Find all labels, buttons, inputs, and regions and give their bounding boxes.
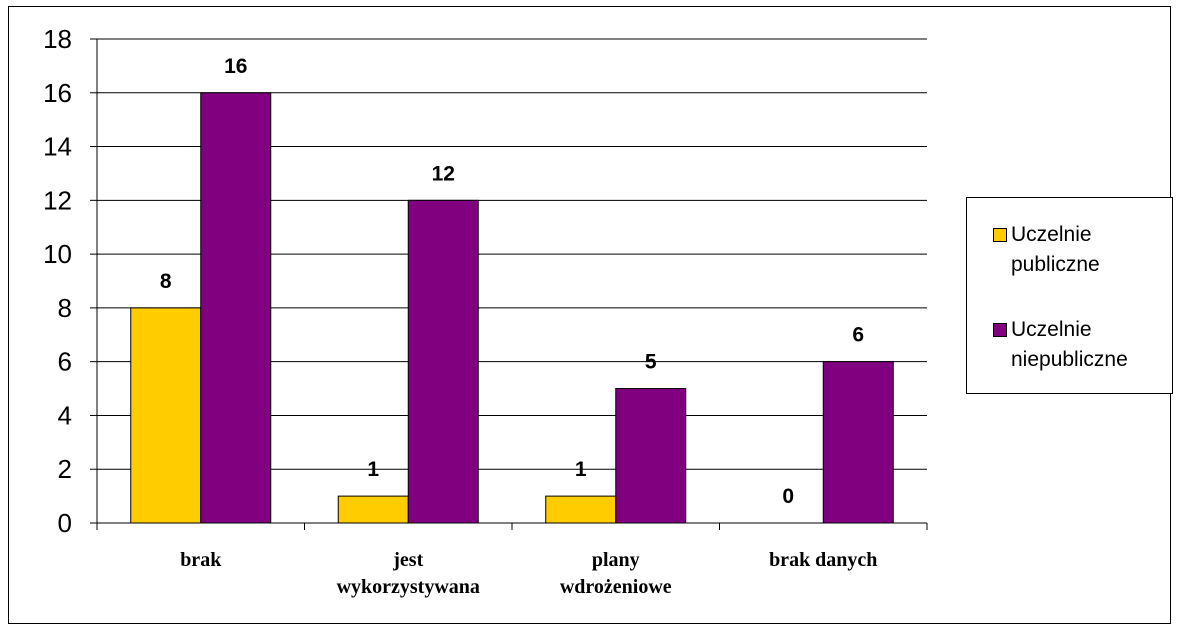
data-label-s0-c3: 0 xyxy=(782,485,794,508)
data-label-s0-c0: 8 xyxy=(160,270,172,293)
bar-s0-c2 xyxy=(545,495,617,524)
legend-label-niepubliczne: Uczelnie niepubliczne xyxy=(1011,315,1161,375)
y-tick-label-16: 16 xyxy=(43,78,72,108)
legend-label-publiczne-line2: publiczne xyxy=(1011,253,1100,276)
y-tick-label-4: 4 xyxy=(58,400,72,430)
category-labels: brak jest wykorzystywana plany wdrożeniowe br… xyxy=(180,549,877,598)
data-label-s1-c0: 16 xyxy=(224,55,247,78)
legend: Uczelnie publiczne Uczelnie niepubliczne xyxy=(966,197,1173,394)
legend-label-publiczne: Uczelnie publiczne xyxy=(1011,220,1161,280)
bar-s0-c0 xyxy=(130,307,202,524)
bar-s1-c3 xyxy=(822,361,894,524)
legend-item-niepubliczne: Uczelnie niepubliczne xyxy=(993,315,1161,375)
y-tick-label-12: 12 xyxy=(43,185,72,215)
category-label-3-line0: brak danych xyxy=(769,549,877,571)
legend-label-niepubliczne-line1: Uczelnie xyxy=(1011,318,1092,341)
bar-s1-c2 xyxy=(615,388,687,524)
legend-swatch-publiczne xyxy=(993,228,1007,242)
category-label-2-line1: wdrożeniowe xyxy=(560,576,672,598)
axes xyxy=(96,39,928,530)
legend-item-publiczne: Uczelnie publiczne xyxy=(993,220,1161,280)
data-label-s1-c1: 12 xyxy=(432,162,455,185)
legend-swatch-niepubliczne xyxy=(993,323,1007,337)
category-label-2-line0: plany xyxy=(592,549,640,571)
y-tick-labels: 0 2 4 6 8 10 12 14 16 18 xyxy=(43,24,72,538)
y-tick-label-8: 8 xyxy=(58,293,72,323)
category-label-0-line0: brak xyxy=(180,549,222,571)
bar-s0-c1 xyxy=(337,495,409,524)
bars xyxy=(130,92,894,524)
data-label-s0-c1: 1 xyxy=(367,458,379,481)
y-tick-label-14: 14 xyxy=(43,132,72,162)
data-label-s0-c2: 1 xyxy=(575,458,587,481)
legend-label-publiczne-line1: Uczelnie xyxy=(1011,223,1092,246)
bar-s1-c0 xyxy=(200,92,272,524)
data-label-s1-c2: 5 xyxy=(645,351,657,374)
y-tick-label-0: 0 xyxy=(58,508,72,538)
y-tick-label-2: 2 xyxy=(58,454,72,484)
y-tick-label-6: 6 xyxy=(58,347,72,377)
category-label-1-line1: wykorzystywana xyxy=(337,576,480,598)
bar-s1-c1 xyxy=(407,199,479,524)
y-tick-label-10: 10 xyxy=(43,239,72,269)
legend-label-niepubliczne-line2: niepubliczne xyxy=(1011,348,1128,371)
data-label-s1-c3: 6 xyxy=(852,324,864,347)
data-labels: 8 1 1 0 16 12 5 6 xyxy=(160,55,864,508)
category-label-1-line0: jest xyxy=(392,549,423,571)
y-tick-label-18: 18 xyxy=(43,24,72,54)
